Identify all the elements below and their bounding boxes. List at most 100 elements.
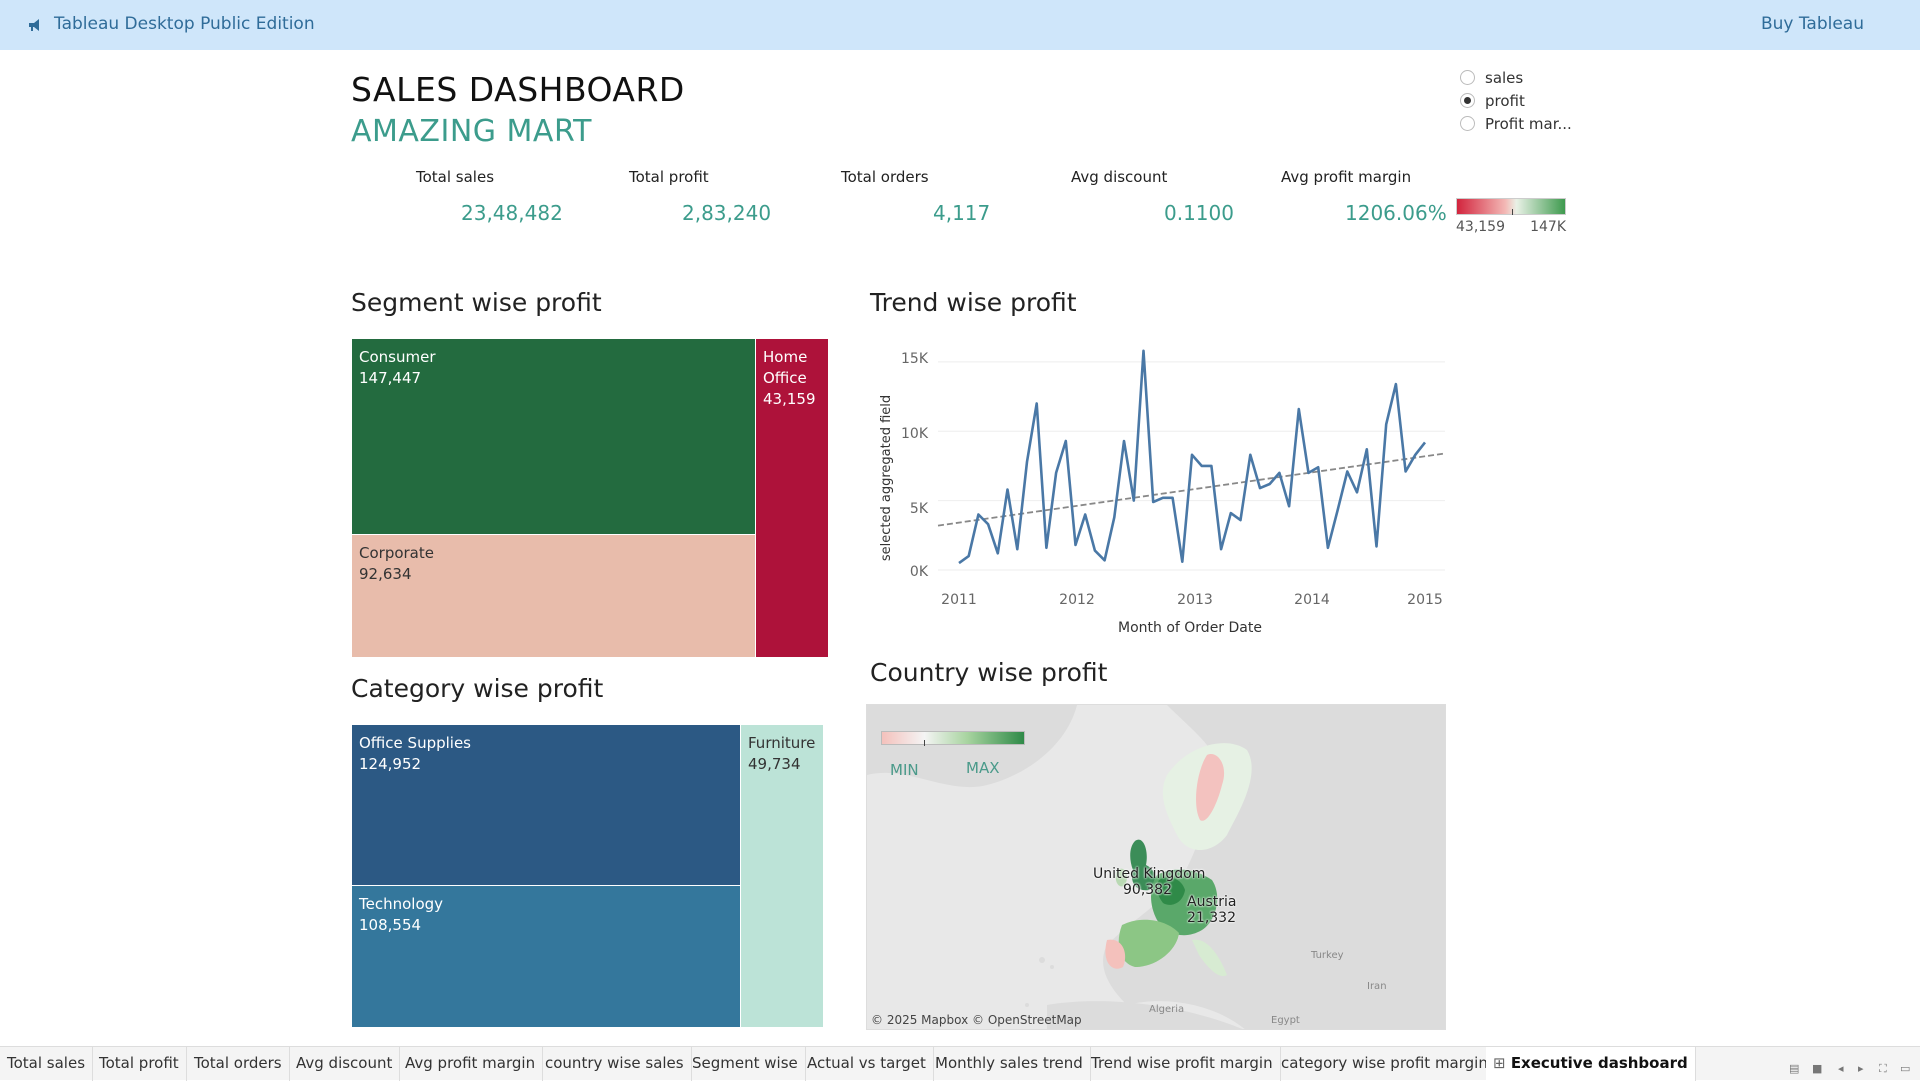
cell-name: Home xyxy=(763,348,808,366)
map-label-austria: Austria 21,332 xyxy=(1187,894,1236,926)
profit-series-line xyxy=(958,349,1427,565)
x-tick-label: 2012 xyxy=(1059,592,1095,608)
next-sheet-icon[interactable]: ▸ xyxy=(1858,1062,1864,1075)
radio-button[interactable] xyxy=(1460,116,1475,131)
tab-label: Executive dashboard xyxy=(1510,1054,1688,1072)
x-tick-label: 2011 xyxy=(941,592,977,608)
kpi-total-profit-label: Total profit xyxy=(629,168,709,186)
presentation-mode-icon[interactable]: ▭ xyxy=(1900,1062,1911,1075)
trend-line-chart: 15K 10K 5K 0K selected aggregated field … xyxy=(879,349,1446,636)
treemap-cell-corporate[interactable]: Corporate 92,634 xyxy=(352,535,755,657)
fullscreen-icon[interactable]: ⛶ xyxy=(1879,1062,1887,1075)
country-name: Austria xyxy=(1187,894,1237,910)
tab-total-profit[interactable]: Total profit xyxy=(92,1047,187,1081)
show-filmstrip-icon[interactable]: ▤ xyxy=(1789,1062,1800,1075)
radio-button-selected[interactable] xyxy=(1460,93,1475,108)
cell-name: Technology xyxy=(359,895,444,913)
show-tabs-icon[interactable]: ■ xyxy=(1812,1062,1823,1075)
sheet-tab-bar: Total sales Total profit Total orders Av… xyxy=(0,1046,1920,1081)
measure-selector: sales profit Profit mar... xyxy=(1460,66,1572,135)
country-name: United Kingdom xyxy=(1093,866,1206,882)
kpi-total-orders-label: Total orders xyxy=(841,168,929,186)
cell-value: 124,952 xyxy=(359,755,422,773)
treemap-cell-consumer[interactable]: Consumer 147,447 xyxy=(352,339,755,534)
kpi-avg-discount-label: Avg discount xyxy=(1071,168,1168,186)
radio-sales[interactable]: sales xyxy=(1460,66,1572,89)
radio-profit[interactable]: profit xyxy=(1460,89,1572,112)
country-title: Country wise profit xyxy=(870,658,1108,687)
radio-button[interactable] xyxy=(1460,70,1475,85)
map-svg xyxy=(867,705,1445,1029)
radio-label: profit xyxy=(1485,91,1525,110)
dashboard-tab-icon: ⊞ xyxy=(1493,1054,1506,1072)
tab-avg-profit-margin[interactable]: Avg profit margin xyxy=(398,1047,544,1081)
buy-tableau-link[interactable]: Buy Tableau xyxy=(1760,14,1864,34)
tab-trend-wise-profit-margin[interactable]: Trend wise profit margin xyxy=(1084,1047,1281,1081)
tab-category-wise-profit-margin[interactable]: category wise profit margin xyxy=(1274,1047,1496,1081)
country-profit-map[interactable]: MIN MAX United Kingdom 90,382 Austria 21… xyxy=(866,704,1446,1030)
map-attribution: © 2025 Mapbox © OpenStreetMap xyxy=(871,1013,1082,1027)
cell-value: 43,159 xyxy=(763,390,816,408)
radio-profit-margin[interactable]: Profit mar... xyxy=(1460,112,1572,135)
kpi-total-sales-label: Total sales xyxy=(416,168,495,186)
radio-label: Profit mar... xyxy=(1485,114,1572,133)
kpi-total-sales-value: 23,48,482 xyxy=(461,201,563,225)
cell-name: Office Supplies xyxy=(359,734,472,752)
tab-monthly-sales-trend[interactable]: Monthly sales trend xyxy=(928,1047,1091,1081)
y-tick-label: 10K xyxy=(901,426,929,442)
cell-value: 49,734 xyxy=(748,755,801,773)
country-value: 21,332 xyxy=(1187,910,1236,926)
tab-total-orders[interactable]: Total orders xyxy=(187,1047,290,1081)
map-place-label: Iran xyxy=(1367,981,1387,992)
treemap-cell-home-office[interactable]: Home Office 43,159 xyxy=(756,339,828,657)
kpi-avg-discount-value: 0.1100 xyxy=(1164,201,1234,225)
top-banner: Tableau Desktop Public Edition Buy Table… xyxy=(0,0,1920,50)
x-axis-label: Month of Order Date xyxy=(1118,620,1262,636)
segment-title: Segment wise profit xyxy=(351,288,602,317)
profit-color-legend xyxy=(1456,198,1566,215)
kpi-total-orders-value: 4,117 xyxy=(933,201,991,225)
map-color-legend xyxy=(881,731,1025,746)
tab-actual-vs-target[interactable]: Actual vs target xyxy=(800,1047,934,1081)
map-place-label: Algeria xyxy=(1149,1004,1185,1015)
map-legend-max: MAX xyxy=(966,759,1000,777)
map-legend-min: MIN xyxy=(890,761,919,779)
dashboard-subtitle: AMAZING MART xyxy=(351,114,592,149)
x-tick-label: 2015 xyxy=(1407,592,1443,608)
megaphone-icon xyxy=(29,19,39,31)
y-tick-label: 15K xyxy=(901,351,929,367)
legend-max-label: 147K xyxy=(1530,219,1566,235)
tab-segment-wise[interactable]: Segment wise xyxy=(685,1047,806,1081)
tab-country-wise-sales[interactable]: country wise sales xyxy=(538,1047,692,1081)
kpi-total-profit-value: 2,83,240 xyxy=(682,201,772,225)
previous-sheet-icon[interactable]: ◂ xyxy=(1838,1062,1844,1075)
tab-total-sales[interactable]: Total sales xyxy=(0,1047,94,1081)
kpi-avg-margin-value: 1206.06% xyxy=(1345,201,1447,225)
country-value: 90,382 xyxy=(1123,882,1172,898)
tab-executive-dashboard[interactable]: ⊞ Executive dashboard xyxy=(1486,1047,1696,1081)
y-axis-label: selected aggregated field xyxy=(879,395,894,561)
cell-name: Furniture xyxy=(748,734,816,752)
y-tick-label: 0K xyxy=(910,564,929,580)
radio-label: sales xyxy=(1485,68,1524,87)
kpi-avg-margin-label: Avg profit margin xyxy=(1281,168,1412,186)
cell-value: 147,447 xyxy=(359,369,422,387)
legend-min-label: 43,159 xyxy=(1456,219,1505,235)
x-tick-label: 2013 xyxy=(1177,592,1213,608)
cell-name: Consumer xyxy=(359,348,436,366)
category-title: Category wise profit xyxy=(351,674,604,703)
dashboard-title: SALES DASHBOARD xyxy=(351,70,685,109)
treemap-cell-furniture[interactable]: Furniture 49,734 xyxy=(741,725,823,1027)
trend-title: Trend wise profit xyxy=(870,288,1077,317)
cell-name: Office xyxy=(763,369,807,387)
treemap-cell-office-supplies[interactable]: Office Supplies 124,952 xyxy=(352,725,740,885)
map-place-label: Egypt xyxy=(1271,1015,1300,1026)
app-title: Tableau Desktop Public Edition xyxy=(54,14,315,34)
cell-value: 92,634 xyxy=(359,565,412,583)
x-tick-label: 2014 xyxy=(1294,592,1330,608)
cell-name: Corporate xyxy=(359,544,434,562)
map-label-uk: United Kingdom 90,382 xyxy=(1093,866,1205,898)
tab-avg-discount[interactable]: Avg discount xyxy=(289,1047,401,1081)
treemap-cell-technology[interactable]: Technology 108,554 xyxy=(352,886,740,1027)
cell-value: 108,554 xyxy=(359,916,422,934)
